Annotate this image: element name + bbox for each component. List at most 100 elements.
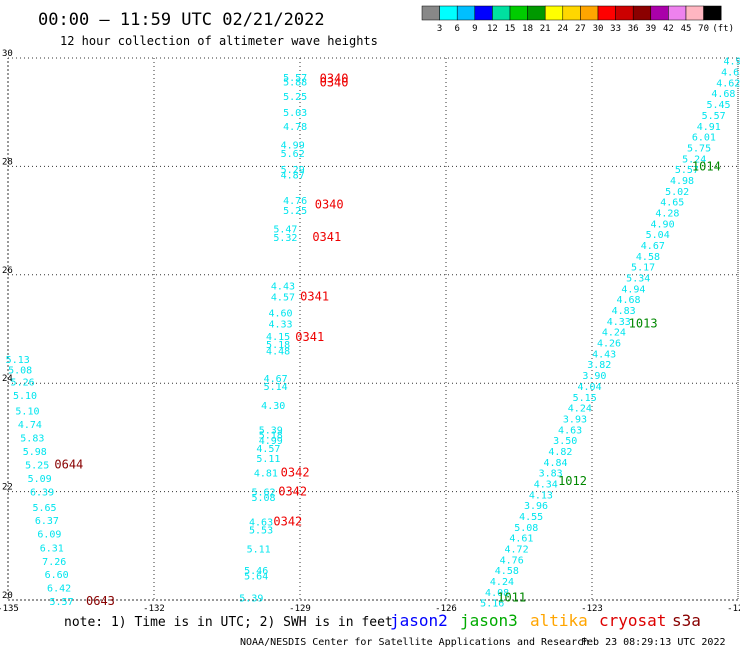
orbit-label: 1013: [629, 317, 658, 331]
wave-height-point: 6.09: [37, 529, 61, 540]
colorbar-label: 6: [454, 24, 459, 34]
satellite-legend: jason2 jason3 altika cryosat s3a: [390, 611, 701, 630]
orbit-label: 0342: [273, 514, 302, 528]
wave-height-point: 4.63: [558, 425, 582, 436]
wave-height-point: 4.57: [256, 444, 280, 455]
plot-frame: [7, 57, 739, 601]
wave-height-point: 6.01: [692, 133, 716, 144]
wave-height-point: 5.98: [23, 447, 47, 458]
wave-height-point: 4.67: [264, 374, 288, 385]
wave-height-point: 5.03: [283, 108, 307, 119]
chart-title: 00:00 — 11:59 UTC 02/21/2022: [38, 10, 325, 30]
colorbar-swatch: [544, 5, 564, 21]
colorbar-swatch: [562, 5, 581, 21]
wave-height-point: 6.42: [47, 584, 71, 595]
satellite-s3a: s3a: [672, 611, 701, 630]
y-tick-label: 22: [2, 483, 13, 493]
wave-height-point: 4.81: [254, 469, 278, 480]
colorbar-label: 3: [437, 24, 442, 34]
wave-height-point: 5.62: [281, 149, 305, 160]
colorbar-swatch: [650, 5, 669, 21]
colorbar-swatch: [685, 5, 704, 21]
wave-height-point: 5.24: [682, 154, 706, 165]
footer-credit: NOAA/NESDIS Center for Satellite Applica…: [240, 637, 589, 648]
wave-height-point: 5.11: [256, 454, 280, 465]
wave-height-point: 4.04: [578, 382, 602, 393]
wave-height-point: 4.58: [495, 566, 519, 577]
note-text: note: 1) Time is in UTC; 2) SWH is in fe…: [64, 615, 393, 630]
footer-timestamp: Feb 23 08:29:13 UTC 2022: [581, 637, 726, 648]
x-tick-label: -132: [143, 604, 165, 614]
colorbar-swatch: [580, 5, 599, 21]
colorbar-legend: 3 6 9 12 15 18 21 24 27 30 33 36 39 42 45 70 (ft): [421, 5, 734, 34]
wave-height-point: 4.76: [500, 555, 524, 566]
colorbar-label: 12: [487, 24, 498, 34]
x-tick-label: -120: [727, 604, 740, 614]
colorbar-swatch: [527, 5, 546, 21]
wave-height-point: 4.78: [283, 122, 307, 133]
wave-height-point: 5.75: [687, 143, 711, 154]
wave-height-point: 5.29: [281, 165, 305, 176]
wave-height-point: 5.04: [646, 230, 670, 241]
colorbar-swatch: [509, 5, 528, 21]
wave-height-point: 4.33: [268, 320, 292, 331]
x-tick-label: -123: [581, 604, 603, 614]
wave-height-point: 5.25: [283, 92, 307, 103]
wave-height-point: 4.90: [651, 219, 675, 230]
wave-height-point: 5.13: [6, 355, 30, 366]
orbit-label: 0341: [300, 289, 329, 303]
orbit-label: 1012: [558, 474, 587, 488]
orbit-label: 0340: [315, 197, 344, 211]
wave-height-point: 5.57: [702, 111, 726, 122]
wave-height-point: 5.18: [259, 431, 283, 442]
wave-height-point: 4.68: [616, 295, 640, 306]
wave-height-point: 5.25: [25, 461, 49, 472]
wave-height-point: 5.53: [249, 526, 273, 537]
colorbar-label: 21: [540, 24, 551, 34]
colorbar-swatch: [474, 5, 493, 21]
wave-height-point: 3.83: [539, 469, 563, 480]
orbit-label: 1011: [497, 590, 526, 604]
wave-height-point: 5.08: [8, 366, 32, 377]
y-tick-label: 26: [2, 266, 13, 276]
wave-height-point: 5.02: [665, 187, 689, 198]
x-axis-ticks: -135 -132 -129 -126 -123 -120: [0, 604, 740, 614]
wave-height-point: 5.25: [283, 206, 307, 217]
wave-height-point: 4.08: [485, 588, 509, 599]
wave-height-point: 3.50: [553, 436, 577, 447]
wave-height-point: 4.57: [271, 292, 295, 303]
wave-height-points: 5.575.885.255.034.784.995.625.294.874.76…: [6, 57, 740, 610]
wave-height-point: 4.34: [534, 479, 558, 490]
wave-height-point: 5.11: [247, 545, 271, 556]
wave-height-point: 4.94: [621, 284, 645, 295]
wave-height-point: 4.61: [509, 534, 533, 545]
wave-height-point: 4.91: [697, 122, 721, 133]
wave-height-point: 5.57: [283, 73, 307, 84]
wave-height-point: 7.26: [42, 557, 66, 568]
colorbar-swatch: [492, 5, 511, 21]
colorbar-label: 70: [698, 24, 709, 34]
x-tick-label: -129: [289, 604, 311, 614]
orbit-label: 1014: [692, 159, 721, 173]
wave-height-point: 4.24: [490, 577, 514, 588]
satellite-jason2: jason2: [390, 611, 448, 630]
wave-height-point: 4.65: [721, 68, 740, 79]
wave-height-point: 3.90: [582, 371, 606, 382]
wave-height-point: 4.48: [266, 347, 290, 358]
wave-height-point: 4.28: [655, 208, 679, 219]
wave-height-point: 6.31: [40, 543, 64, 554]
wave-height-point: 5.64: [244, 572, 268, 583]
wave-height-point: 5.18: [266, 340, 290, 351]
orbit-label: 0340: [320, 75, 349, 89]
wave-height-point: 4.30: [261, 401, 285, 412]
colorbar-swatch: [456, 5, 476, 21]
wave-height-point: 5.83: [20, 433, 44, 444]
wave-height-point: 5.10: [15, 406, 39, 417]
wave-height-point: 5.88: [283, 77, 307, 88]
chart-subtitle: 12 hour collection of altimeter wave hei…: [60, 34, 378, 48]
wave-height-point: 4.82: [548, 447, 572, 458]
wave-height-point: 4.15: [266, 332, 290, 343]
wave-height-point: 3.96: [524, 501, 548, 512]
wave-height-point: 4.97: [724, 57, 740, 68]
colorbar-swatch: [632, 5, 652, 21]
